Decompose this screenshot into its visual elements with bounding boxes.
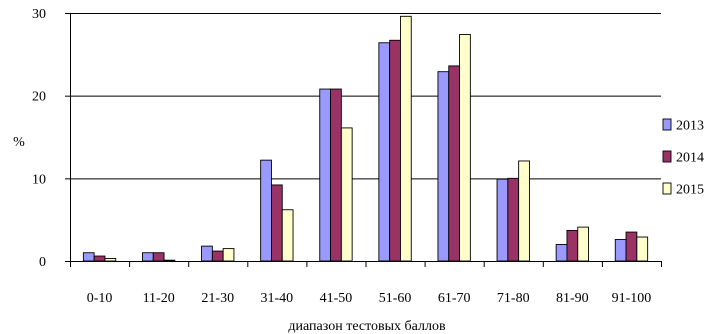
y-tick-labels: 0 10 20 30 <box>32 7 46 270</box>
x-tick-label-81-90: 81-90 <box>556 291 589 306</box>
bar-2014-61-70 <box>448 65 461 262</box>
bar-2013-41-50 <box>319 88 332 262</box>
x-tick-label-51-60: 51-60 <box>379 291 412 306</box>
bar-2014-31-40 <box>271 184 283 262</box>
bar-2013-81-90 <box>555 244 568 262</box>
bar-2014-91-100 <box>625 231 638 262</box>
y-tick-label-30: 30 <box>32 7 46 22</box>
legend-label-2014: 2014 <box>676 151 704 166</box>
bar-2015-21-30 <box>222 248 235 262</box>
x-tick-label-21-30: 21-30 <box>201 291 234 306</box>
x-axis-label: диапазон тестовых баллов <box>288 319 446 334</box>
bar-2015-41-50 <box>340 127 353 262</box>
bar-2015-71-80 <box>518 160 530 262</box>
legend-swatch-2014 <box>662 150 672 163</box>
bar-2013-51-60 <box>378 42 391 262</box>
bar-2015-31-40 <box>281 209 294 262</box>
x-tick-label-61-70: 61-70 <box>438 291 471 306</box>
bar-2013-31-40 <box>260 159 272 262</box>
bar-2013-91-100 <box>614 239 627 262</box>
legend: 2013 2014 2015 <box>662 118 704 198</box>
bar-2014-21-30 <box>211 250 224 262</box>
bar-2015-81-90 <box>577 226 590 262</box>
x-tick-label-71-80: 71-80 <box>497 291 530 306</box>
bar-2014-81-90 <box>566 229 579 262</box>
x-tick-labels: 0-10 11-20 21-30 31-40 41-50 51-60 61-70 71-80 8… <box>87 291 652 306</box>
y-tick-label-0: 0 <box>39 255 46 270</box>
bar-2014-41-50 <box>330 88 342 262</box>
bar-2014-11-20 <box>152 252 165 262</box>
x-tick-label-11-20: 11-20 <box>143 291 175 306</box>
legend-swatch-2015 <box>662 182 672 195</box>
bar-2014-71-80 <box>507 177 520 262</box>
bar-2014-0-10 <box>93 255 106 262</box>
bar-2015-91-100 <box>636 236 649 262</box>
x-tick-label-41-50: 41-50 <box>320 291 353 306</box>
axes <box>65 13 662 267</box>
bar-2015-0-10 <box>104 258 117 262</box>
bars <box>82 15 649 262</box>
y-tick-label-20: 20 <box>32 90 46 105</box>
y-axis-label: % <box>13 135 25 150</box>
bar-2015-61-70 <box>459 34 471 262</box>
bar-2013-61-70 <box>437 71 450 262</box>
bar-2013-71-80 <box>496 178 509 262</box>
bar-2014-51-60 <box>389 39 401 262</box>
bar-2015-51-60 <box>400 15 412 262</box>
y-tick-label-10: 10 <box>32 172 46 187</box>
x-tick-label-31-40: 31-40 <box>261 291 294 306</box>
legend-swatch-2013 <box>662 118 672 131</box>
bar-2013-21-30 <box>201 245 213 262</box>
bar-2015-11-20 <box>163 259 176 262</box>
legend-label-2015: 2015 <box>676 183 704 198</box>
x-tick-label-0-10: 0-10 <box>87 291 113 306</box>
legend-label-2013: 2013 <box>676 119 704 134</box>
bar-2013-11-20 <box>141 252 154 262</box>
bar-2013-0-10 <box>82 252 95 262</box>
x-tick-label-91-100: 91-100 <box>612 291 652 306</box>
gridlines <box>70 13 661 180</box>
